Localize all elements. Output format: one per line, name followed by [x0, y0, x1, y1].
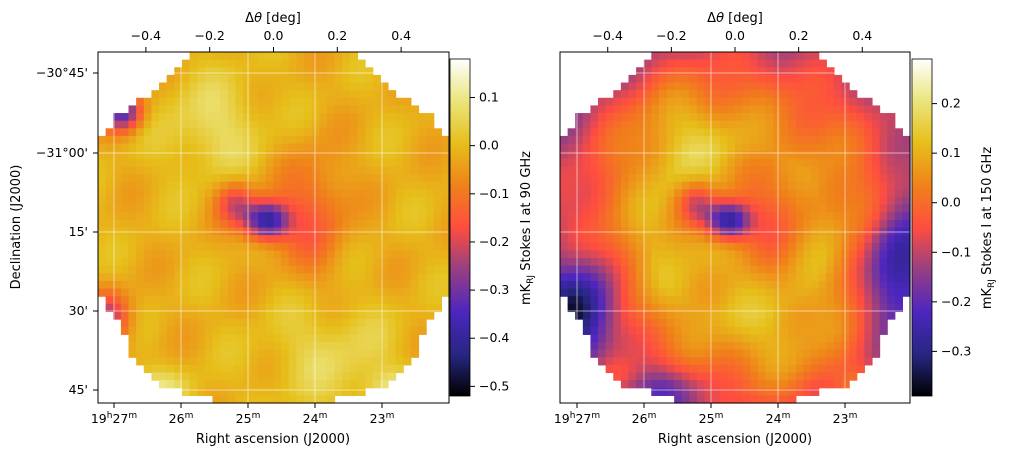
- ra-tick-label: 26m: [169, 411, 194, 426]
- colorbar-tick-label: 0.2: [941, 96, 961, 111]
- colorbar-tick-label: −0.1: [941, 244, 971, 259]
- colorbar-tick-label: −0.3: [479, 282, 509, 297]
- ra-tick-label: 24m: [766, 411, 791, 426]
- colorbar-tick-label: 0.1: [479, 90, 499, 105]
- right-colorbar: [911, 58, 933, 397]
- left-panel: −0.4 −0.2 0.0 0.2 0.4 19h27m 26m 25m 24m 23m −30…: [9, 11, 536, 447]
- left-top-ticks: −0.4 −0.2 0.0 0.2 0.4: [131, 28, 411, 52]
- left-colorbar-label: mKRJ Stokes I at 90 GHz: [519, 151, 536, 305]
- left-colorbar: [449, 58, 471, 397]
- right-xlabel: Right ascension (J2000): [658, 432, 812, 447]
- ra-tick-label: 19h27m: [554, 411, 600, 426]
- top-tick-label: −0.4: [593, 28, 623, 43]
- colorbar-tick-label: −0.1: [479, 186, 509, 201]
- top-tick-label: 0.2: [789, 28, 809, 43]
- colorbar-tick-label: 0.0: [479, 138, 499, 153]
- dec-tick-label: −30°45': [36, 65, 88, 80]
- right-top-xlabel: Δθ [deg]: [707, 11, 763, 26]
- left-ylabel: Declination (J2000): [9, 165, 24, 290]
- left-xlabel: Right ascension (J2000): [196, 432, 350, 447]
- ra-tick-label: 19h27m: [91, 411, 137, 426]
- colorbar-tick-label: 0.0: [941, 195, 961, 210]
- ra-tick-label: 25m: [236, 411, 261, 426]
- dec-tick-label: 30': [69, 303, 88, 318]
- ra-tick-label: 26m: [632, 411, 657, 426]
- left-map-image: [98, 52, 450, 404]
- right-grid: [560, 52, 910, 403]
- left-bottom-ticks: 19h27m 26m 25m 24m 23m: [91, 403, 395, 426]
- colorbar-tick-label: −0.2: [479, 234, 509, 249]
- top-tick-label: −0.2: [195, 28, 225, 43]
- dec-tick-label: 15': [69, 224, 88, 239]
- colorbar-tick-label: −0.4: [479, 330, 509, 345]
- top-tick-label: 0.0: [264, 28, 284, 43]
- top-tick-label: 0.0: [725, 28, 745, 43]
- left-grid: [98, 52, 449, 403]
- ra-tick-label: 25m: [699, 411, 724, 426]
- right-colorbar-ticks: 0.2 0.1 0.0 −0.1 −0.2 −0.3: [932, 96, 971, 358]
- colorbar-tick-label: −0.2: [941, 294, 971, 309]
- top-tick-label: 0.2: [327, 28, 347, 43]
- colorbar-tick-label: 0.1: [941, 145, 961, 160]
- left-top-xlabel: Δθ [deg]: [245, 11, 301, 26]
- ra-tick-label: 23m: [370, 411, 395, 426]
- right-top-ticks: −0.4 −0.2 0.0 0.2 0.4: [593, 28, 872, 52]
- left-dec-ticks: −30°45' −31°00' 15' 30' 45': [36, 65, 98, 397]
- top-tick-label: −0.4: [131, 28, 161, 43]
- dec-tick-label: 45': [69, 382, 88, 397]
- ra-tick-label: 23m: [833, 411, 858, 426]
- dec-tick-label: −31°00': [36, 145, 88, 160]
- right-panel: −0.4 −0.2 0.0 0.2 0.4 19h27m 26m 25m 24m 23m Δθ …: [554, 11, 997, 447]
- ra-tick-label: 24m: [303, 411, 328, 426]
- right-colorbar-label: mKRJ Stokes I at 150 GHz: [980, 147, 997, 309]
- left-colorbar-ticks: 0.1 0.0 −0.1 −0.2 −0.3 −0.4 −0.5: [470, 90, 509, 393]
- right-map-image: [560, 52, 911, 404]
- top-tick-label: 0.4: [852, 28, 872, 43]
- top-tick-label: −0.2: [656, 28, 686, 43]
- top-tick-label: 0.4: [391, 28, 411, 43]
- colorbar-tick-label: −0.5: [479, 378, 509, 393]
- right-bottom-ticks: 19h27m 26m 25m 24m 23m: [554, 403, 858, 426]
- colorbar-tick-label: −0.3: [941, 343, 971, 358]
